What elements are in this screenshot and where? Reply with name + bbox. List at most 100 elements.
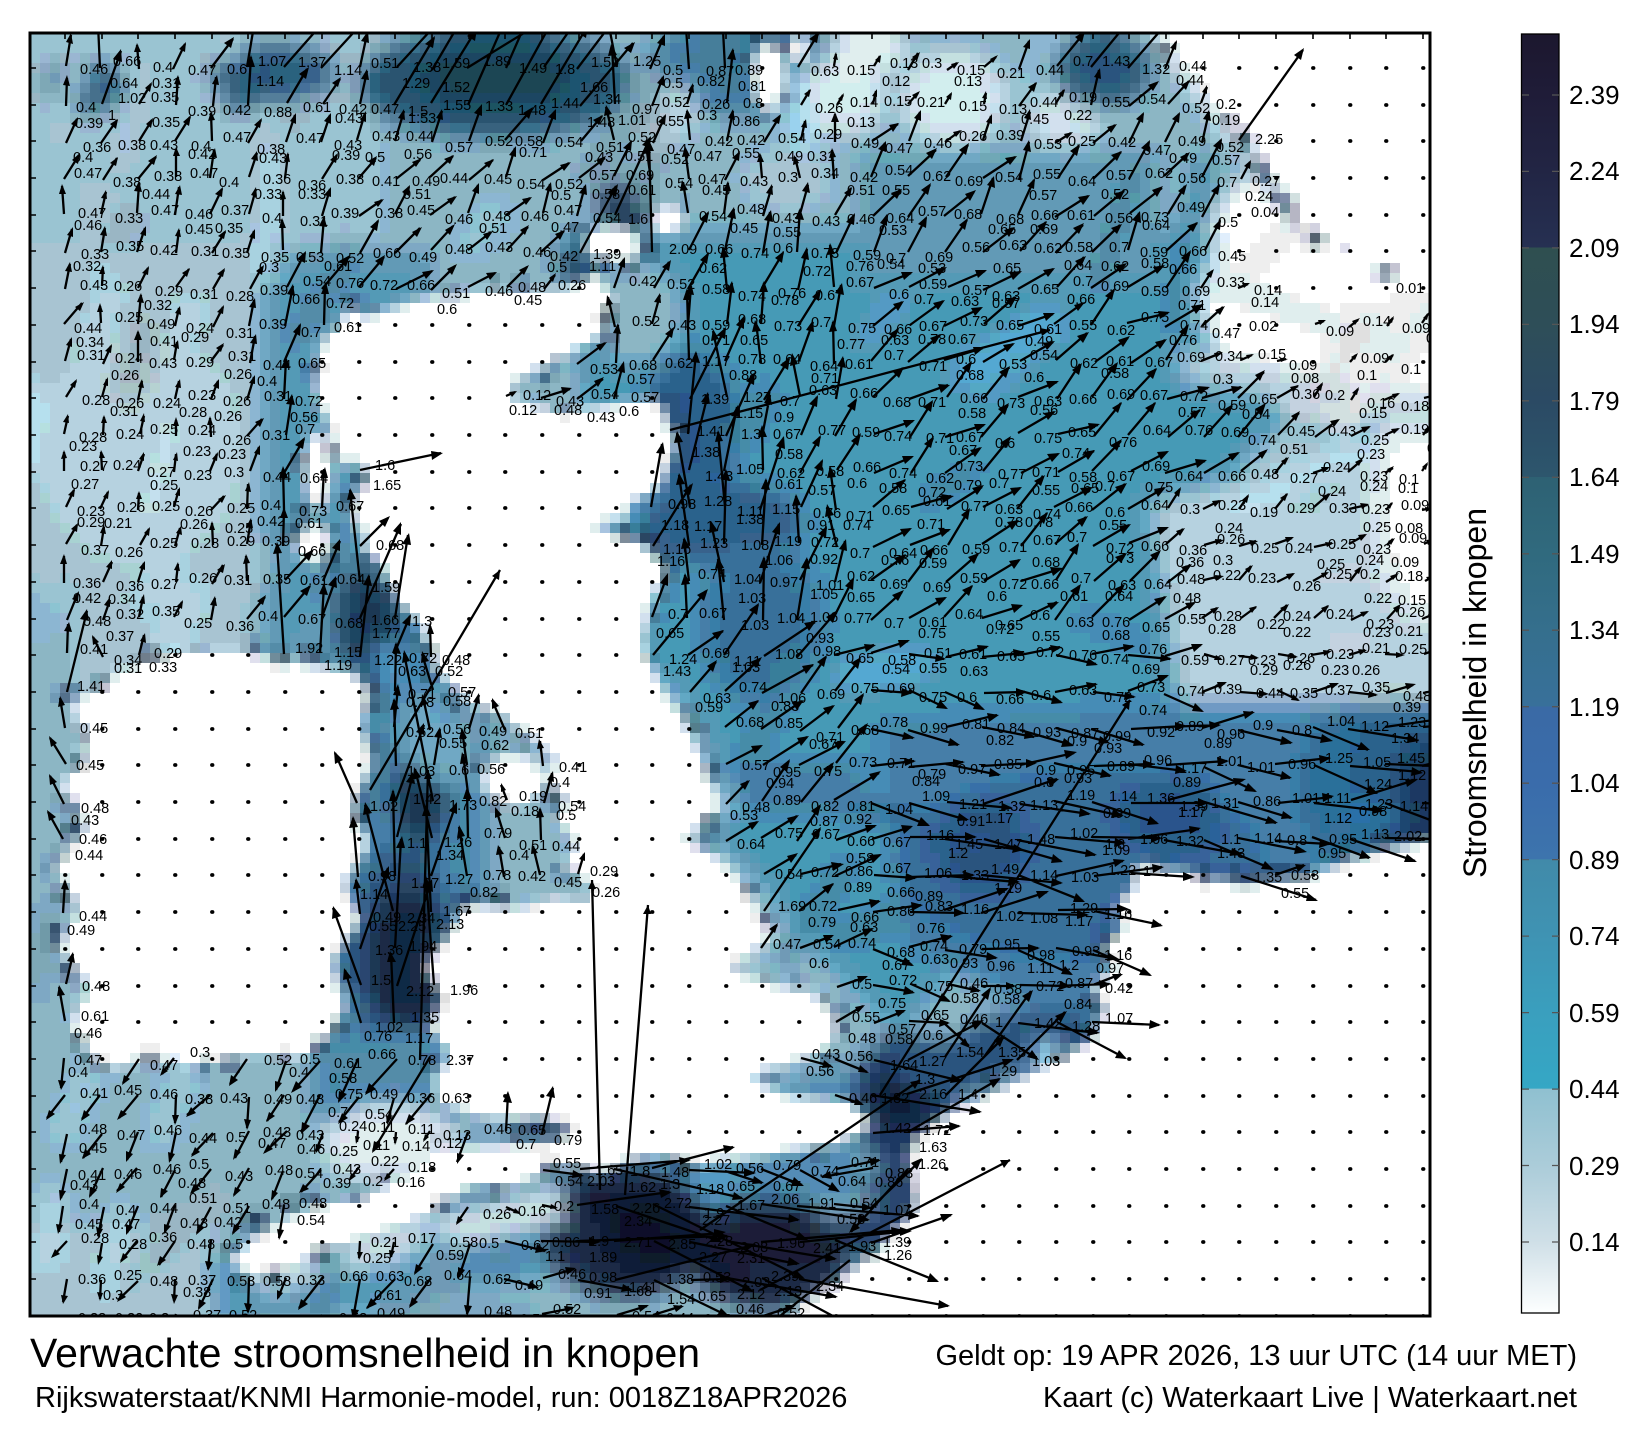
svg-text:0.74: 0.74 bbox=[741, 246, 769, 262]
svg-text:0.79: 0.79 bbox=[918, 767, 946, 783]
svg-text:2.39: 2.39 bbox=[1569, 80, 1620, 110]
svg-text:0.66: 0.66 bbox=[705, 242, 733, 258]
svg-text:2.27: 2.27 bbox=[702, 1213, 730, 1229]
svg-text:0.64: 0.64 bbox=[955, 607, 983, 623]
svg-text:0.56: 0.56 bbox=[404, 147, 432, 163]
svg-text:1.02: 1.02 bbox=[1070, 826, 1098, 842]
svg-text:1.41: 1.41 bbox=[629, 1280, 657, 1296]
svg-text:0.11: 0.11 bbox=[363, 1138, 390, 1154]
svg-text:0.31: 0.31 bbox=[224, 573, 252, 589]
svg-text:0.31: 0.31 bbox=[77, 348, 105, 364]
svg-text:1.4: 1.4 bbox=[958, 1087, 978, 1103]
svg-text:0.52: 0.52 bbox=[264, 1053, 292, 1069]
svg-text:0.39: 0.39 bbox=[1393, 700, 1421, 716]
svg-text:0.44: 0.44 bbox=[1176, 73, 1204, 89]
svg-text:0.24: 0.24 bbox=[1285, 541, 1313, 557]
svg-text:0.41: 0.41 bbox=[150, 334, 178, 350]
svg-text:0.46: 0.46 bbox=[153, 1162, 181, 1178]
svg-text:0.7: 0.7 bbox=[886, 251, 906, 267]
svg-text:0.22: 0.22 bbox=[1364, 591, 1392, 607]
svg-text:0.76: 0.76 bbox=[1069, 648, 1097, 664]
svg-text:0.67: 0.67 bbox=[809, 737, 837, 753]
svg-text:1.24: 1.24 bbox=[1364, 777, 1392, 793]
svg-text:1.5: 1.5 bbox=[371, 973, 391, 989]
svg-text:0.77: 0.77 bbox=[818, 423, 846, 439]
svg-text:1.49: 1.49 bbox=[1569, 539, 1620, 569]
svg-text:0.47: 0.47 bbox=[1212, 326, 1240, 342]
svg-text:0.72: 0.72 bbox=[1106, 541, 1134, 557]
svg-text:0.12: 0.12 bbox=[882, 74, 910, 90]
svg-text:0.76: 0.76 bbox=[336, 276, 364, 292]
svg-text:0.2: 0.2 bbox=[363, 1174, 383, 1190]
svg-text:1.94: 1.94 bbox=[409, 939, 437, 955]
svg-text:0.7: 0.7 bbox=[884, 348, 904, 364]
svg-text:0.29: 0.29 bbox=[155, 284, 183, 300]
svg-text:1: 1 bbox=[108, 108, 116, 124]
svg-text:1.14: 1.14 bbox=[1400, 799, 1428, 815]
svg-text:1.08: 1.08 bbox=[1030, 911, 1058, 927]
svg-text:0.66: 0.66 bbox=[1169, 262, 1197, 278]
svg-text:0.75: 0.75 bbox=[918, 626, 946, 642]
svg-text:0.69: 0.69 bbox=[1177, 350, 1205, 366]
svg-text:0.27: 0.27 bbox=[147, 465, 175, 481]
svg-text:0.89: 0.89 bbox=[773, 793, 801, 809]
svg-text:0.95: 0.95 bbox=[992, 937, 1020, 953]
svg-text:0.64: 0.64 bbox=[1105, 589, 1133, 605]
svg-text:0.78: 0.78 bbox=[771, 293, 799, 309]
svg-text:0.3: 0.3 bbox=[922, 56, 942, 72]
svg-text:0.52: 0.52 bbox=[632, 314, 660, 330]
svg-text:0.7: 0.7 bbox=[1217, 175, 1237, 191]
svg-text:0.23: 0.23 bbox=[188, 388, 216, 404]
svg-text:2.41: 2.41 bbox=[813, 1241, 841, 1257]
svg-text:0.15: 0.15 bbox=[1258, 347, 1286, 363]
svg-text:0.25: 0.25 bbox=[1328, 537, 1356, 553]
svg-text:1.47: 1.47 bbox=[994, 837, 1022, 853]
svg-text:1.41: 1.41 bbox=[697, 424, 725, 440]
svg-text:0.66: 0.66 bbox=[298, 544, 326, 560]
svg-text:0.48: 0.48 bbox=[1173, 591, 1201, 607]
svg-text:0.98: 0.98 bbox=[589, 1270, 617, 1286]
svg-text:0.62: 0.62 bbox=[1107, 323, 1135, 339]
svg-text:1.29: 1.29 bbox=[1070, 901, 1098, 917]
svg-text:1.34: 1.34 bbox=[436, 848, 464, 864]
svg-text:1.17: 1.17 bbox=[405, 1031, 433, 1047]
svg-text:0.69: 0.69 bbox=[925, 250, 953, 266]
svg-text:1.48: 1.48 bbox=[587, 115, 615, 131]
svg-text:0.97: 0.97 bbox=[632, 102, 660, 118]
svg-text:1.03: 1.03 bbox=[741, 618, 769, 634]
svg-text:0.98: 0.98 bbox=[813, 644, 841, 660]
svg-text:0.68: 0.68 bbox=[629, 358, 657, 374]
svg-text:0.6: 0.6 bbox=[995, 436, 1015, 452]
svg-text:0.67: 0.67 bbox=[773, 427, 801, 443]
svg-text:1: 1 bbox=[1143, 864, 1151, 880]
svg-text:0.59: 0.59 bbox=[919, 556, 947, 572]
svg-text:0.48: 0.48 bbox=[1403, 689, 1431, 705]
svg-text:0.71: 0.71 bbox=[846, 509, 874, 525]
svg-text:0.26: 0.26 bbox=[1397, 605, 1425, 621]
svg-text:0.31: 0.31 bbox=[191, 244, 219, 260]
svg-text:0.29: 0.29 bbox=[1287, 501, 1315, 517]
svg-text:1.63: 1.63 bbox=[919, 1140, 947, 1156]
svg-text:0.65: 0.65 bbox=[1071, 481, 1099, 497]
svg-text:0.95: 0.95 bbox=[773, 765, 801, 781]
svg-text:0.3: 0.3 bbox=[1213, 372, 1233, 388]
svg-text:0.23: 0.23 bbox=[218, 447, 246, 463]
svg-text:0.44: 0.44 bbox=[75, 848, 103, 864]
svg-text:0.13: 0.13 bbox=[890, 56, 918, 72]
svg-text:0.67: 0.67 bbox=[812, 827, 840, 843]
svg-text:0.82: 0.82 bbox=[479, 794, 507, 810]
svg-text:0.44: 0.44 bbox=[142, 187, 170, 203]
svg-text:0.9: 0.9 bbox=[1067, 734, 1087, 750]
svg-text:0.47: 0.47 bbox=[74, 1053, 102, 1069]
svg-text:0.7: 0.7 bbox=[780, 394, 800, 410]
svg-text:0.75: 0.75 bbox=[878, 996, 906, 1012]
svg-text:0.73: 0.73 bbox=[811, 246, 839, 262]
svg-text:0.29: 0.29 bbox=[227, 534, 255, 550]
svg-text:0.57: 0.57 bbox=[627, 372, 655, 388]
svg-text:0.48: 0.48 bbox=[737, 202, 765, 218]
svg-text:0.25: 0.25 bbox=[1251, 541, 1279, 557]
svg-text:0.33: 0.33 bbox=[1329, 501, 1357, 517]
svg-text:0.44: 0.44 bbox=[1256, 686, 1284, 702]
svg-text:0.55: 0.55 bbox=[1033, 167, 1061, 183]
svg-text:0.7: 0.7 bbox=[1109, 240, 1129, 256]
